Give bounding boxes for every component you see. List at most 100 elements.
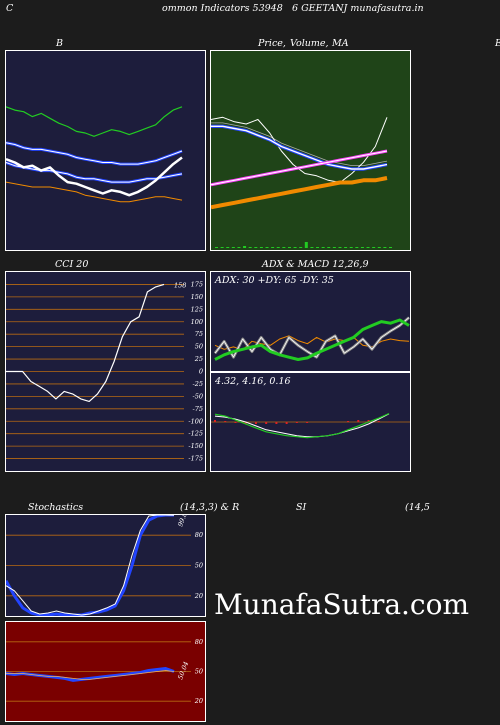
volume-bar (372, 247, 376, 248)
macd-panel: 4.32, 4.16, 0.16 (210, 372, 411, 472)
bb-lower-orange-line (6, 181, 183, 203)
volume-bar (287, 247, 291, 248)
header-left: C (6, 3, 14, 14)
adx-macd-title: ADX & MACD 12,26,9 (262, 259, 369, 270)
volume-bar (248, 247, 252, 248)
cci-tick-label: -150 (188, 442, 203, 450)
bb-price-line (6, 156, 183, 197)
watermark: MunafaSutra.com (214, 588, 470, 621)
cci-tick-label: 175 (191, 280, 203, 288)
stoch-current-label: 99.82 (176, 515, 190, 528)
volume-bar (299, 247, 303, 248)
price-chart (211, 116, 392, 248)
price-ma-pink-line (211, 150, 388, 186)
cci-tick-label: 100 (191, 318, 203, 326)
cci-tick-label: -100 (188, 417, 203, 425)
cci-tick-label: 50 (195, 343, 203, 351)
stoch-params-title: (14,3,3) & R (180, 502, 240, 513)
cci-tick-label: 0 (199, 368, 203, 376)
si-title: SI (296, 502, 307, 513)
header-right: 6 GEETANJ munafasutra.in (292, 3, 424, 14)
volume-bar (231, 247, 235, 248)
volume-bar (237, 247, 241, 248)
rsi-panel: 80 50 20 50.04 (5, 621, 206, 722)
stoch-tick-label: 80 (195, 531, 203, 539)
cci-tick-label: 150 (191, 293, 203, 301)
price-ma-blue-line (211, 125, 388, 170)
bollinger-panel (5, 50, 206, 251)
cci-chart: 175 150 125 100 75 50 25 0 -25 -50 -75 -100 -125 -150… (6, 280, 203, 463)
header-center: ommon Indicators 53948 (162, 3, 283, 14)
rsi-params-title: (14,5 (405, 502, 430, 513)
volume-bar (271, 247, 275, 248)
rsi-tick-label: 80 (195, 638, 203, 646)
price-ma-grey-line-b (211, 122, 388, 166)
volume-bar (226, 247, 230, 248)
cci-tick-label: -25 (193, 380, 203, 388)
bollinger-chart (6, 106, 183, 203)
cci-line (6, 283, 165, 402)
adx-line (214, 318, 410, 361)
price-ma-grey-line-a (211, 125, 388, 170)
volume-bar (243, 246, 247, 248)
edge-title: E (495, 38, 500, 49)
volume-bar (360, 247, 364, 248)
cci-tick-label: -125 (188, 430, 203, 438)
volume-bar (338, 247, 342, 248)
volume-bar (321, 247, 325, 248)
macd-line (214, 412, 390, 439)
rsi-current-label: 50.04 (176, 660, 190, 680)
volume-bar (254, 247, 258, 248)
volume-bar (282, 247, 286, 248)
stochastics-chart: 80 50 20 99.82 (6, 515, 203, 616)
stochastics-panel: 80 50 20 99.82 (5, 514, 206, 617)
volume-bar (220, 247, 224, 248)
adx-chart (213, 316, 410, 361)
macd-chart (211, 412, 410, 439)
volume-bar (265, 247, 269, 248)
rsi-tick-label: 20 (194, 697, 203, 705)
cci-tick-label: -75 (193, 405, 203, 413)
cci-tick-label: 125 (191, 305, 203, 313)
cci-tick-label: 25 (194, 355, 203, 363)
cci-tick-label: -175 (188, 455, 203, 463)
cci-current-label: 158 (174, 281, 186, 289)
stochastics-title: Stochastics (28, 502, 84, 513)
cci-tick-label: -50 (193, 392, 203, 400)
macd-signal-line (214, 413, 390, 438)
cci-title: CCI 20 (55, 259, 89, 270)
stoch-k-line (6, 515, 175, 616)
bb-lower-band-line (6, 162, 183, 183)
bollinger-title: B (56, 38, 63, 49)
price-ma-orange-line (211, 176, 388, 210)
volume-bar (344, 247, 348, 248)
rsi-tick-label: 50 (195, 668, 203, 676)
volume-bar (215, 247, 218, 248)
volume-bar (332, 247, 336, 248)
volume-bar (355, 247, 359, 248)
volume-bar (259, 247, 263, 248)
volume-title: Volume, (290, 38, 329, 49)
stoch-tick-label: 50 (195, 562, 203, 570)
volume-bar (366, 247, 370, 248)
price-ma-blue-line-outline (211, 124, 388, 171)
volume-bar (276, 247, 280, 248)
cci-panel: 175 150 125 100 75 50 25 0 -25 -50 -75 -100 -125 -150… (5, 271, 206, 472)
volume-bar (327, 247, 331, 248)
volume-bar (310, 247, 314, 248)
price-panel (210, 50, 411, 251)
rsi-average-line (6, 670, 175, 680)
bb-upper-band-line (6, 142, 183, 165)
volume-bar (389, 247, 392, 248)
stoch-tick-label: 20 (194, 592, 203, 600)
cci-tick-label: 75 (195, 330, 203, 338)
adx-panel: ADX: 30 +DY: 65 -DY: 35 (210, 271, 411, 372)
rsi-chart: 80 50 20 50.04 (6, 638, 203, 705)
stoch-d-line (6, 515, 174, 616)
volume-bar (383, 247, 387, 248)
ma-title: MA (332, 38, 349, 49)
bb-upper-green-line (6, 106, 183, 137)
volume-bar (316, 247, 320, 248)
volume-bar (304, 242, 308, 248)
price-title: Price, (258, 38, 286, 49)
